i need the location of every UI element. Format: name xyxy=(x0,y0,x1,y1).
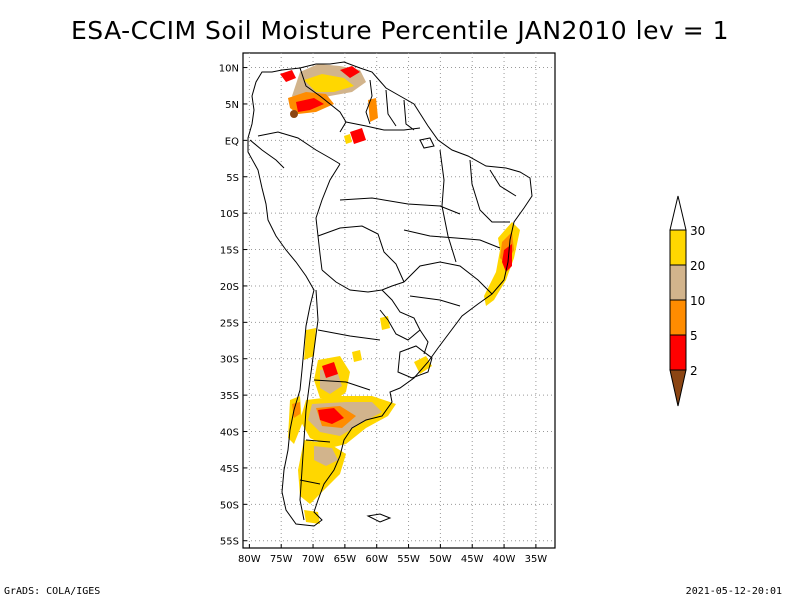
marajo-island xyxy=(419,137,435,149)
lat-tick-label: 55S xyxy=(220,537,239,548)
shade-nw-red xyxy=(280,70,296,82)
shade-east-yellow xyxy=(484,222,520,306)
map-title: ESA-CCIM Soil Moisture Percentile JAN201… xyxy=(70,16,729,45)
shade-central-yellow-2 xyxy=(352,350,362,362)
map-gridlines xyxy=(243,53,555,548)
color-bar: 30 20 10 5 2 xyxy=(669,195,705,407)
border-brazil-states-5 xyxy=(403,261,493,295)
shade-arg-red xyxy=(322,362,338,378)
border-suriname-guiana xyxy=(403,99,415,131)
lat-tick-label: 50S xyxy=(220,500,239,511)
falkland-islands xyxy=(366,513,392,523)
border-brazil-states-1 xyxy=(339,197,461,215)
lat-tick-label: 40S xyxy=(220,428,239,439)
south-america-coastline xyxy=(247,61,533,527)
legend-label-20: 20 xyxy=(690,259,705,273)
legend-label-5: 5 xyxy=(690,329,698,343)
legend-label-2: 2 xyxy=(690,364,698,378)
border-brazil-states-2 xyxy=(439,149,457,263)
lon-tick-label: 65W xyxy=(334,554,357,565)
shade-patagonia-tan xyxy=(314,446,338,466)
border-bolivia-south xyxy=(321,269,405,293)
lon-tick-label: 75W xyxy=(270,554,293,565)
colorbar-arrow-bottom xyxy=(669,369,687,407)
border-ecuador xyxy=(249,139,285,169)
map-tick-labels: 10N 5N EQ 5S 10S 15S 20S 25S 30S 35S 40S 45S 50S 55S 8… xyxy=(219,64,548,565)
shade-pampas-red xyxy=(318,408,344,424)
shade-chile-coast-orange xyxy=(292,402,300,418)
border-argentina-brazil xyxy=(419,329,429,355)
footer-timestamp: 2021-05-12-20:01 xyxy=(685,586,782,597)
border-brazil-states-7 xyxy=(489,169,517,197)
border-chile-argentina xyxy=(299,289,319,521)
border-colombia-peru xyxy=(257,131,341,165)
lat-tick-label: EQ xyxy=(225,136,239,147)
shade-guyana-orange xyxy=(368,98,378,122)
lon-tick-label: 80W xyxy=(238,554,261,565)
soil-moisture-shading xyxy=(280,64,520,524)
shade-north-red xyxy=(296,98,324,112)
border-paraguay xyxy=(379,289,421,341)
lat-tick-label: 5S xyxy=(226,173,239,184)
legend-label-10: 10 xyxy=(690,294,705,308)
footer-grads-credit: GrADS: COLA/IGES xyxy=(4,586,101,597)
shade-tierra-yellow xyxy=(304,510,320,524)
colorbar-red xyxy=(669,334,687,371)
shade-chile-north-yellow xyxy=(304,328,316,360)
lat-tick-label: 5N xyxy=(225,100,239,111)
lat-tick-label: 20S xyxy=(220,282,239,293)
border-brazil-states-4 xyxy=(403,229,501,249)
colorbar-yellow xyxy=(669,229,687,266)
border-bolivia-brazil xyxy=(317,225,405,283)
border-uruguay xyxy=(397,345,433,379)
legend-label-30: 30 xyxy=(690,224,705,238)
shade-central-yellow xyxy=(380,316,390,330)
border-peru-brazil xyxy=(315,163,341,237)
border-brazil-states-3 xyxy=(469,159,510,223)
shade-north-brown xyxy=(290,110,298,118)
lat-tick-label: 10N xyxy=(219,64,239,75)
lat-tick-label: 35S xyxy=(220,391,239,402)
shade-amazon-yellow xyxy=(344,134,352,144)
colorbar-arrow-top xyxy=(669,195,687,231)
lon-tick-label: 55W xyxy=(397,554,420,565)
shade-venez-red xyxy=(340,66,360,78)
border-guyana-suriname xyxy=(385,89,397,127)
lon-tick-label: 45W xyxy=(461,554,484,565)
shade-north-yellow xyxy=(304,74,354,92)
border-brazil-states-6 xyxy=(409,295,461,307)
lat-tick-label: 25S xyxy=(220,318,239,329)
colorbar-orange xyxy=(669,299,687,336)
border-venezuela-guyana xyxy=(365,79,373,125)
lat-tick-label: 45S xyxy=(220,464,239,475)
lon-tick-label: 50W xyxy=(429,554,452,565)
map-frame xyxy=(242,52,556,549)
lat-tick-label: 15S xyxy=(220,246,239,257)
border-peru-bolivia xyxy=(317,235,323,271)
lat-tick-label: 10S xyxy=(220,209,239,220)
colorbar-tan xyxy=(669,264,687,301)
lon-tick-label: 40W xyxy=(493,554,516,565)
shade-uruguay-yellow xyxy=(414,356,432,374)
lon-tick-label: 60W xyxy=(365,554,388,565)
lat-tick-label: 30S xyxy=(220,355,239,366)
lon-tick-label: 70W xyxy=(302,554,325,565)
border-brazil-north xyxy=(345,121,421,131)
coastlines-and-borders xyxy=(247,61,533,527)
shade-amazon-red xyxy=(350,128,366,144)
lon-tick-label: 35W xyxy=(525,554,548,565)
border-argentina-provinces xyxy=(299,329,381,485)
